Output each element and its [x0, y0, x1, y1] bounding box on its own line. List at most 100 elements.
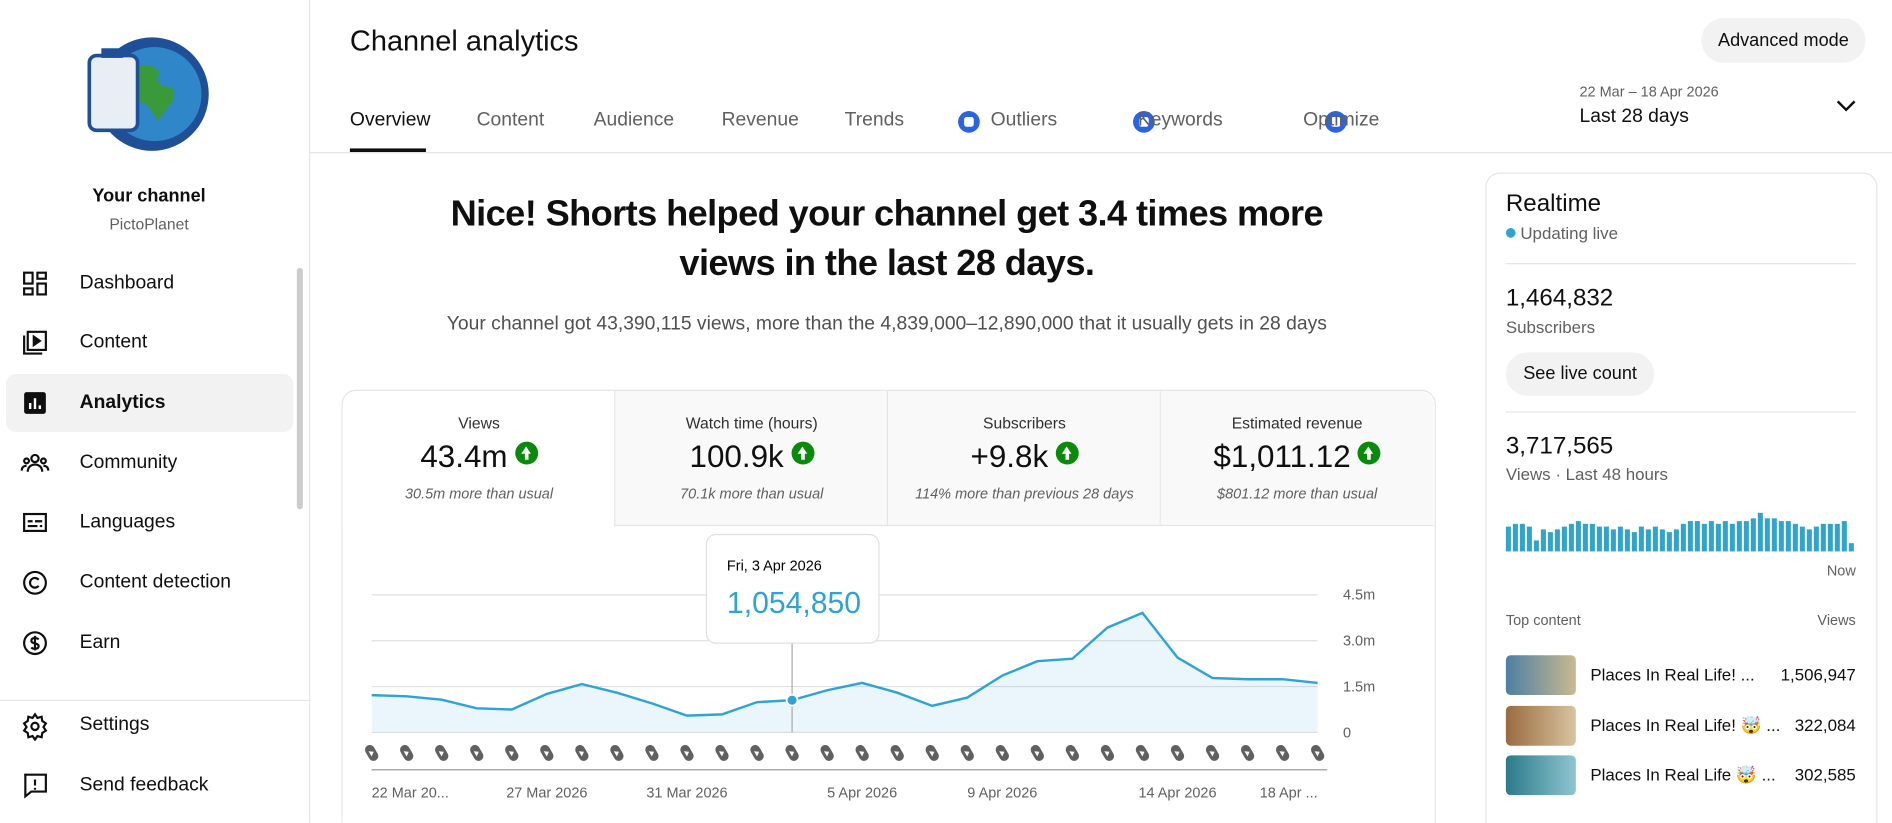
thumbnail[interactable] [1505, 705, 1576, 746]
shorts-play [1244, 751, 1250, 757]
nav-item[interactable]: Settings [79, 714, 150, 735]
bar [1701, 523, 1707, 552]
nav-item[interactable]: Languages [79, 511, 176, 533]
stat-card[interactable]: Watch time (hours) 100.9k 70.1k more tha… [614, 390, 889, 527]
shorts-icon [400, 744, 414, 761]
scrollbar[interactable] [296, 267, 303, 510]
stat-card[interactable]: Estimated revenue $1,011.12 $801.12 more… [1159, 390, 1434, 527]
stat-card-selected[interactable]: Views 43.4m 30.5m more than usual [342, 390, 616, 525]
nav-item[interactable]: Dashboard [79, 272, 175, 294]
nav-icon [24, 773, 47, 799]
bar [1827, 523, 1833, 552]
bar [1757, 512, 1763, 552]
advanced-mode-button[interactable]: Advanced mode [1701, 18, 1866, 63]
shorts-play [1139, 751, 1145, 757]
stat-note: 30.5m more than usual [404, 485, 554, 502]
stat-label: Estimated revenue [1231, 413, 1363, 432]
thumbnail[interactable] [1505, 655, 1576, 696]
top-content-title[interactable]: Places In Real Life! 🤯 ... [1590, 715, 1781, 735]
nav-active-bg [6, 374, 294, 432]
channel-avatar[interactable] [84, 34, 217, 155]
shorts-play [368, 751, 374, 757]
tab[interactable]: Trends [844, 109, 905, 131]
tab[interactable]: Outliers [990, 109, 1058, 131]
bar [1778, 521, 1784, 552]
shorts-icon [1100, 744, 1115, 761]
bar [1596, 526, 1602, 552]
tab-active[interactable]: Overview [349, 109, 431, 131]
shorts-play [929, 751, 935, 757]
bar [1687, 521, 1693, 552]
tab[interactable]: Optimize [1303, 109, 1380, 131]
nav-item[interactable]: Send feedback [79, 774, 209, 796]
dropdown-chevron[interactable] [1835, 99, 1857, 113]
bar [1505, 526, 1511, 552]
nav-item[interactable]: Content [79, 331, 148, 353]
bar [1799, 526, 1805, 552]
top-content-title[interactable]: Places In Real Life 🤯 ... [1590, 765, 1776, 785]
date-range[interactable]: 22 Mar – 18 Apr 2026 [1579, 83, 1719, 101]
now-label: Now [1826, 562, 1856, 580]
live-count-button[interactable]: See live count [1505, 352, 1655, 396]
shorts-play [859, 751, 865, 757]
headline-detail: Your channel got 43,390,115 views, more … [446, 313, 1327, 335]
tab[interactable]: Revenue [721, 109, 799, 131]
shorts-play [683, 751, 690, 757]
y-tick-label: 3.0m [1343, 634, 1375, 650]
nav-item[interactable]: Community [79, 452, 178, 473]
bar [1736, 521, 1742, 552]
shorts-play [1314, 751, 1320, 757]
line [371, 611, 1318, 717]
sidebar: Your channel PictoPlanet Dashboard Conte… [0, 0, 311, 823]
bar [1575, 521, 1581, 552]
bar [1680, 523, 1686, 552]
tab[interactable]: Audience [593, 109, 675, 131]
header-border [310, 152, 1892, 154]
channel-handle: PictoPlanet [109, 214, 189, 233]
views-column: Views [1817, 611, 1856, 629]
nav-item[interactable]: Content detection [79, 571, 231, 593]
thumbnail[interactable] [1505, 755, 1576, 796]
stat-value: +9.8k [970, 438, 1049, 475]
x-tick-label: 31 Mar 2026 [646, 786, 727, 802]
headline: Nice! Shorts helped your channel get 3.4… [450, 194, 1324, 284]
divider [1505, 263, 1856, 265]
shorts-play [508, 751, 514, 757]
bar [1568, 523, 1574, 552]
nav-item[interactable]: Earn [79, 632, 121, 653]
up-arrow [514, 441, 538, 465]
nav-icon [23, 330, 47, 355]
bar [1750, 518, 1756, 552]
nav-icon [23, 631, 47, 656]
tab-icon [1324, 111, 1347, 133]
bar [1631, 532, 1637, 552]
shorts-play [1279, 751, 1285, 757]
tab[interactable]: Content [476, 109, 545, 131]
bar [1715, 523, 1721, 552]
shorts-play [1034, 751, 1040, 757]
bar [1806, 529, 1812, 552]
top-content-views: 1,506,947 [1780, 664, 1856, 685]
bar [1813, 526, 1819, 552]
nav-item-active[interactable]: Analytics [79, 392, 166, 413]
x-tick-label: 9 Apr 2026 [967, 786, 1037, 802]
stat-card[interactable]: Subscribers +9.8k 114% more than previou… [886, 390, 1161, 527]
tooltip-date: Fri, 3 Apr 2026 [727, 559, 822, 575]
live-status: Updating live [1520, 223, 1619, 243]
bar [1645, 529, 1651, 552]
shorts-play [964, 751, 970, 757]
bar [1722, 521, 1728, 552]
shorts-icon [995, 744, 1009, 761]
shorts-icon [680, 744, 694, 761]
divider [1505, 411, 1856, 413]
shorts-icon [540, 744, 554, 761]
shorts-icon [1030, 744, 1044, 761]
bar [1512, 523, 1518, 552]
tab[interactable]: Keywords [1137, 109, 1223, 131]
bar [1659, 529, 1665, 552]
period[interactable]: Last 28 days [1579, 106, 1689, 127]
top-content-title[interactable]: Places In Real Life! ... [1590, 664, 1755, 685]
shorts-icon [1205, 744, 1220, 761]
